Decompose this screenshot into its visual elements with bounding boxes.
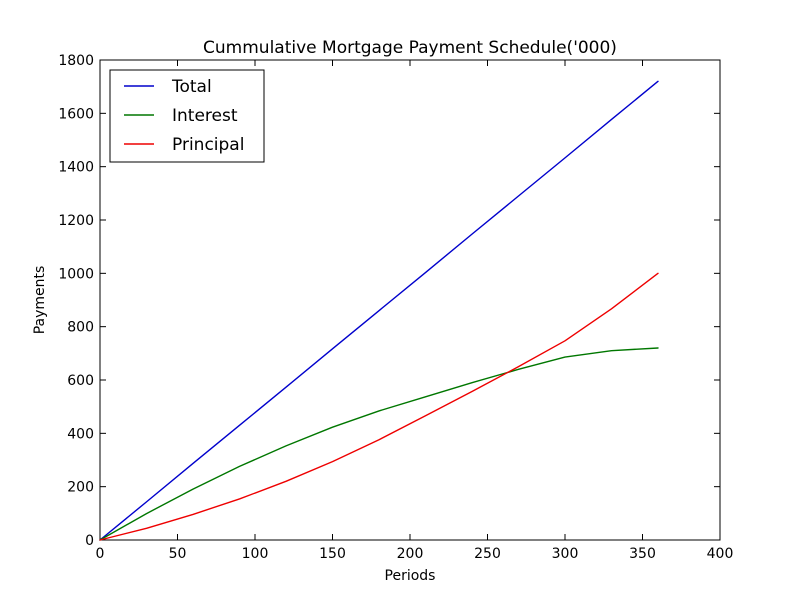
x-tick-label: 150: [319, 546, 346, 562]
y-tick-label: 600: [67, 373, 94, 389]
legend-label-total: Total: [171, 77, 212, 97]
x-tick-label: 100: [242, 546, 269, 562]
y-tick-label: 0: [85, 533, 94, 549]
x-tick-label: 350: [629, 546, 656, 562]
x-axis-label: Periods: [385, 568, 436, 584]
y-tick-label: 800: [67, 320, 94, 336]
y-tick-label: 1600: [58, 106, 94, 122]
series-line-principal: [99, 272, 659, 541]
legend-label-interest: Interest: [172, 106, 238, 126]
y-tick-label: 1800: [58, 53, 94, 69]
series-line-total: [99, 80, 659, 541]
y-tick-label: 1000: [58, 266, 94, 282]
legend: Total Interest Principal: [109, 69, 265, 163]
x-tick-label: 200: [397, 546, 424, 562]
x-tick-label: 400: [707, 546, 734, 562]
chart-title: Cummulative Mortgage Payment Schedule('0…: [203, 38, 617, 58]
axis-ticks: 0 50 100 150 200 250 300 350 400 0 200 400 600 800 100…: [58, 53, 733, 562]
series-line-interest: [99, 347, 659, 541]
x-tick-label: 50: [169, 546, 187, 562]
series-lines: [99, 80, 659, 541]
y-tick-label: 1200: [58, 213, 94, 229]
y-tick-label: 1400: [58, 160, 94, 176]
y-tick-label: 200: [67, 480, 94, 496]
legend-label-principal: Principal: [172, 135, 244, 155]
x-tick-label: 0: [96, 546, 105, 562]
x-tick-label: 250: [474, 546, 501, 562]
y-tick-label: 400: [67, 426, 94, 442]
x-tick-label: 300: [552, 546, 579, 562]
y-axis-label: Payments: [32, 266, 48, 335]
